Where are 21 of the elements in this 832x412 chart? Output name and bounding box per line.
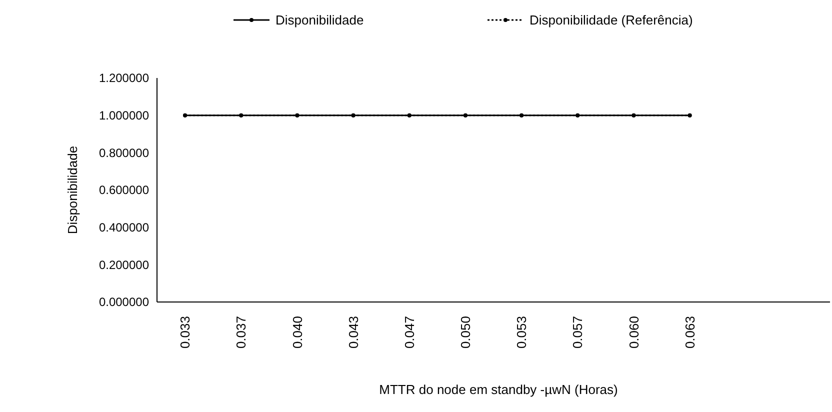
x-tick-label: 0.033 <box>178 316 193 349</box>
y-tick-label: 0.200000 <box>98 258 150 272</box>
x-tick-label: 0.053 <box>514 316 530 349</box>
y-tick-label: 1.200000 <box>98 71 150 86</box>
legend-label: Disponibilidade <box>276 12 364 28</box>
y-tick-label: 0.000000 <box>98 295 150 310</box>
x-tick-label: 0.060 <box>626 316 642 349</box>
x-tick-label: 0.063 <box>682 316 698 349</box>
x-tick-label: 0.057 <box>570 316 586 349</box>
x-axis-title: MTTR do node em standby -µwN (Horas) <box>379 382 618 397</box>
x-tick-label: 0.040 <box>290 316 305 349</box>
x-tick-label: 0.047 <box>402 316 417 349</box>
y-tick-label: 0.800000 <box>98 146 150 160</box>
y-tick-label: 0.600000 <box>98 183 150 198</box>
x-tick-label: 0.050 <box>458 316 474 349</box>
x-tick-label: 0.037 <box>234 316 249 349</box>
y-tick-label: 0.400000 <box>98 220 150 235</box>
x-tick-label: 0.043 <box>346 316 361 349</box>
y-tick-label: 1.000000 <box>98 108 150 123</box>
legend-label: Disponibilidade (Referência) <box>530 12 693 28</box>
y-axis-title: Disponibilidade <box>65 146 80 234</box>
